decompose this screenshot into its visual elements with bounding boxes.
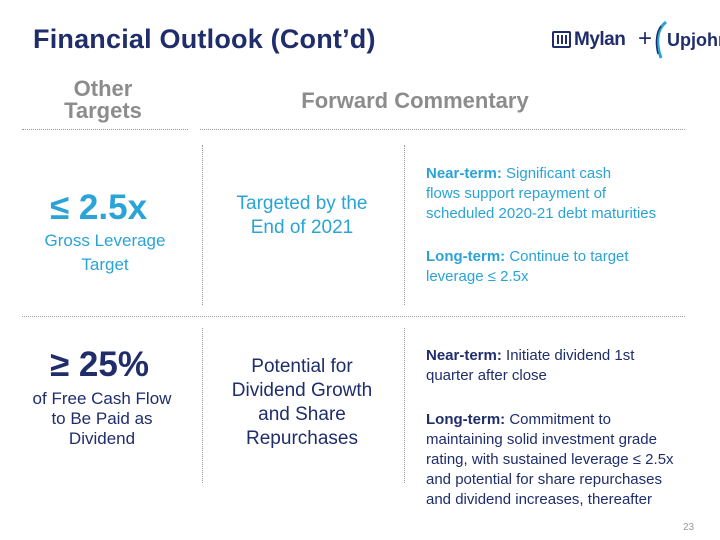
- logo-mylan-text: Mylan: [574, 29, 626, 50]
- row2-middle-line4: Repurchases: [246, 428, 358, 449]
- row1-near-text-3: scheduled 2020-21 debt maturities: [426, 205, 657, 222]
- mylan-logo-icon: [552, 31, 571, 48]
- row1-middle: Targeted by the End of 2021: [212, 192, 392, 240]
- row2-near-text-2: quarter after close: [426, 367, 547, 384]
- row2-long-text-5: and dividend increases, thereafter: [426, 491, 652, 508]
- row1-long-text-2: leverage ≤ 2.5x: [426, 268, 529, 285]
- row2-metric-sub-line1: of Free Cash Flow: [32, 389, 172, 408]
- row1-near-text-1: Significant cash: [501, 165, 612, 182]
- page-number: 23: [683, 522, 695, 533]
- row1-metric-sub-line1: Gross Leverage: [44, 231, 166, 250]
- row1-near-term: Near-term: Significant cash flows suppor…: [426, 164, 711, 224]
- row1-long-term: Long-term: Continue to target leverage ≤…: [426, 247, 711, 287]
- row2-divider-1: [202, 328, 203, 483]
- row1-near-text-2: flows support repayment of: [426, 185, 607, 202]
- row1-near-label: Near-term:: [426, 165, 502, 182]
- row2-near-text-1: Initiate dividend 1st: [501, 347, 635, 364]
- row1-metric-sub: Gross Leverage Target: [30, 229, 180, 277]
- row1-middle-line1: Targeted by the: [236, 193, 368, 214]
- row1-metric: ≤ 2.5x: [50, 188, 148, 227]
- page-title: Financial Outlook (Cont’d): [33, 24, 376, 54]
- row2-divider-2: [404, 328, 405, 483]
- row1-divider-2: [404, 145, 405, 305]
- header-other-line1: Other: [73, 76, 133, 101]
- company-logo: Mylan + Upjohn: [552, 20, 720, 60]
- header-other-targets: Other Targets: [48, 78, 158, 122]
- row-divider: [22, 316, 685, 317]
- header-other-line2: Targets: [64, 98, 142, 123]
- row1-long-label: Long-term:: [426, 248, 506, 265]
- row2-metric-sub: of Free Cash Flow to Be Paid as Dividend: [22, 389, 182, 449]
- row2-long-text-2: maintaining solid investment grade: [426, 431, 657, 448]
- row2-metric-sub-line3: Dividend: [68, 429, 136, 448]
- row1-middle-line2: End of 2021: [250, 217, 354, 238]
- row2-near-term: Near-term: Initiate dividend 1st quarter…: [426, 346, 711, 386]
- upjohn-swoosh-icon: [655, 20, 668, 59]
- logo-upjohn-text: Upjohn: [667, 30, 720, 50]
- row2-metric: ≥ 25%: [50, 345, 149, 384]
- row2-long-text-4: and potential for share repurchases: [426, 471, 662, 488]
- row2-middle-line2: Dividend Growth: [231, 380, 373, 401]
- row1-metric-sub-line2: Target: [81, 255, 129, 274]
- row1-long-text-1: Continue to target: [505, 248, 629, 265]
- row2-middle-line1: Potential for: [251, 356, 353, 377]
- row2-long-text-1: Commitment to: [505, 411, 612, 428]
- header-forward-commentary: Forward Commentary: [301, 88, 529, 113]
- logo-plus: +: [638, 25, 653, 52]
- row2-long-label: Long-term:: [426, 411, 506, 428]
- row1-divider-1: [202, 145, 203, 305]
- row2-long-term: Long-term: Commitment to maintaining sol…: [426, 410, 716, 510]
- row2-metric-sub-line2: to Be Paid as: [51, 409, 153, 428]
- header-divider-left: [22, 129, 188, 130]
- row2-long-text-3: rating, with sustained leverage ≤ 2.5x: [426, 451, 674, 468]
- row2-middle: Potential for Dividend Growth and Share …: [212, 355, 392, 451]
- header-divider-right: [200, 129, 685, 130]
- row2-near-label: Near-term:: [426, 347, 502, 364]
- row2-middle-line3: and Share: [258, 404, 346, 425]
